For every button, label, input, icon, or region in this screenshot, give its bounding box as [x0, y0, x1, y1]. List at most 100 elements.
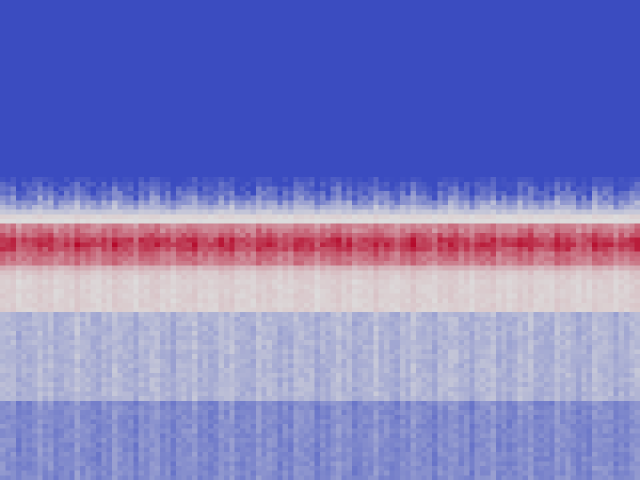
heatmap-cell [464, 363, 470, 369]
heatmap-cell [117, 288, 124, 295]
heatmap-cell [101, 186, 108, 192]
heatmap-cell [277, 298, 284, 304]
heatmap-cell [586, 302, 593, 309]
heatmap-cell [90, 270, 97, 276]
heatmap-cell [544, 251, 550, 257]
heatmap-cell [512, 191, 518, 197]
heatmap-cell [346, 274, 353, 281]
heatmap-cell [346, 251, 353, 257]
heatmap-cell [154, 274, 161, 281]
heatmap-cell [560, 270, 566, 276]
heatmap-cell [448, 358, 454, 365]
heatmap-cell [624, 354, 630, 360]
heatmap-cell [405, 274, 412, 281]
heatmap-cell [501, 344, 508, 351]
heatmap-cell [336, 298, 342, 304]
heatmap-cell [544, 354, 550, 360]
heatmap-cell [469, 260, 476, 267]
heatmap-cell [112, 200, 118, 206]
heatmap-cell [368, 326, 374, 332]
heatmap-cell [634, 363, 640, 369]
heatmap-cell [10, 358, 17, 365]
heatmap-cell [42, 354, 49, 360]
heatmap-cell [133, 251, 140, 257]
heatmap-cell [128, 284, 134, 290]
heatmap-cell [400, 205, 406, 211]
heatmap-cell [234, 195, 241, 201]
heatmap-cell [213, 349, 220, 355]
heatmap-cell [453, 246, 460, 253]
heatmap-cell [378, 284, 385, 290]
heatmap-cell [442, 340, 449, 346]
heatmap-cell [42, 368, 49, 374]
heatmap-cell [378, 270, 385, 276]
heatmap-cell [16, 242, 22, 248]
heatmap-cell [272, 354, 278, 360]
heatmap-cell [570, 307, 577, 313]
heatmap-cell [384, 288, 390, 295]
heatmap-cell [496, 340, 502, 346]
heatmap-cell [512, 195, 518, 201]
heatmap-cell [592, 260, 598, 267]
heatmap-cell [282, 274, 289, 281]
heatmap-cell [336, 363, 342, 369]
heatmap-cell [405, 219, 412, 225]
heatmap-cell [544, 330, 550, 337]
heatmap-cell [165, 242, 172, 248]
heatmap-cell [618, 251, 625, 257]
heatmap-cell [213, 181, 220, 188]
heatmap-cell [90, 177, 97, 183]
heatmap-cell [272, 288, 278, 295]
heatmap-cell [570, 205, 577, 211]
heatmap-cell [229, 209, 236, 215]
heatmap-cell [506, 237, 513, 243]
heatmap-cell [309, 219, 316, 225]
heatmap-cell [544, 358, 550, 365]
heatmap-cell [229, 237, 236, 243]
heatmap-cell [560, 354, 566, 360]
heatmap-cell [624, 191, 630, 197]
heatmap-cell [240, 219, 246, 225]
heatmap-cell [592, 200, 598, 206]
heatmap-cell [32, 321, 38, 327]
heatmap-cell [501, 279, 508, 285]
heatmap-cell [368, 186, 374, 192]
heatmap-cell [256, 209, 262, 215]
heatmap-cell [341, 321, 348, 327]
heatmap-cell [0, 312, 6, 318]
heatmap-cell [213, 344, 220, 351]
heatmap-cell [432, 265, 438, 271]
heatmap-cell [560, 242, 566, 248]
heatmap-cell [618, 186, 625, 192]
heatmap-cell [32, 293, 38, 299]
heatmap-cell [122, 330, 129, 337]
heatmap-cell [474, 219, 481, 225]
heatmap-cell [133, 307, 140, 313]
heatmap-cell [293, 265, 300, 271]
heatmap-cell [320, 316, 326, 323]
heatmap-cell [229, 358, 236, 365]
heatmap-cell [373, 233, 380, 239]
heatmap-cell [90, 260, 97, 267]
heatmap-cell [320, 274, 326, 281]
heatmap-cell [346, 349, 353, 355]
heatmap-cell [144, 219, 150, 225]
heatmap-cell [42, 284, 49, 290]
heatmap-cell [122, 191, 129, 197]
heatmap-cell [634, 349, 640, 355]
heatmap-cell [346, 209, 353, 215]
heatmap-cell [288, 279, 294, 285]
heatmap-cell [256, 340, 262, 346]
heatmap-cell [544, 321, 550, 327]
heatmap-cell [602, 340, 609, 346]
heatmap-cell [421, 340, 428, 346]
heatmap-cell [528, 200, 534, 206]
heatmap-cell [37, 181, 44, 188]
heatmap-cell [352, 293, 358, 299]
heatmap-cell [250, 358, 257, 365]
heatmap-cell [336, 265, 342, 271]
heatmap-cell [218, 330, 225, 337]
heatmap-cell [122, 321, 129, 327]
heatmap-cell [218, 358, 225, 365]
heatmap-cell [90, 205, 97, 211]
